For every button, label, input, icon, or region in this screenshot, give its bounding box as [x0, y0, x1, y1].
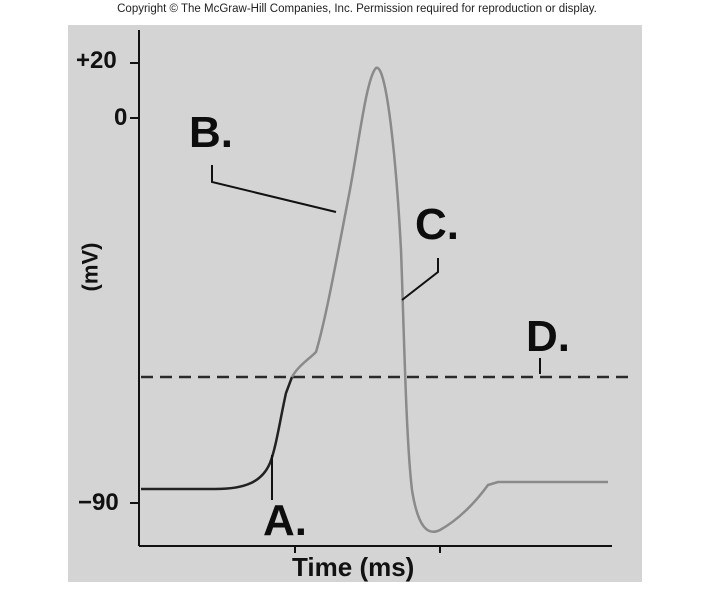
y-axis-label: (mV) [77, 242, 103, 292]
y-tick-label-zero: 0 [114, 104, 128, 131]
marker-a: A. [263, 496, 307, 545]
y-tick-label-plus20: +20 [76, 47, 117, 74]
resting-potential-curve [141, 376, 294, 491]
copyright-notice: Copyright © The McGraw-Hill Companies, I… [117, 3, 597, 15]
x-axis-label: Time (ms) [292, 552, 415, 582]
leader-b [211, 165, 337, 213]
marker-b: B. [189, 108, 233, 157]
y-tick-label-minus90: −90 [78, 489, 119, 516]
leader-c [401, 258, 439, 301]
marker-c: C. [415, 200, 459, 249]
marker-d: D. [526, 312, 570, 361]
action-potential-curve [290, 66, 608, 533]
